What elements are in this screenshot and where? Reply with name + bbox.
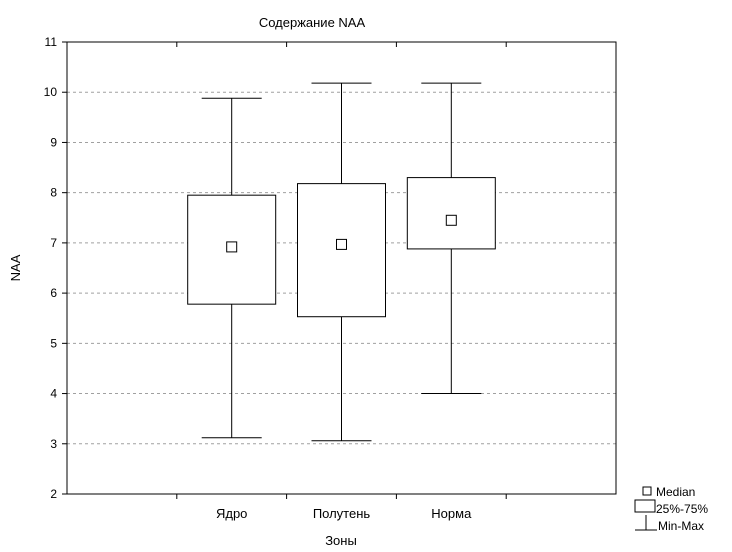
y-axis-label: NAA	[8, 254, 23, 281]
y-tick-label: 6	[50, 286, 57, 300]
box-2	[297, 82, 386, 442]
legend-whisker-icon	[635, 515, 657, 531]
y-tick-label: 11	[45, 35, 58, 49]
median-marker	[226, 241, 238, 253]
y-tick-label: 5	[50, 336, 57, 350]
axes: 2 3 4 5 6 7 8 9 10 11 Ядро Полутень Норма	[44, 35, 507, 521]
grid-lines	[67, 91, 616, 445]
legend-box-icon	[634, 499, 656, 513]
legend-whisker-label: Min-Max	[658, 519, 704, 533]
y-tick-label: 9	[50, 135, 57, 149]
y-tick-label: 7	[50, 236, 57, 250]
box-3	[406, 82, 496, 395]
boxes	[187, 82, 496, 442]
iqr-box	[297, 183, 386, 318]
legend-box-label: 25%-75%	[656, 502, 708, 516]
y-tick-label: 4	[50, 387, 57, 401]
x-category-label: Полутень	[313, 506, 371, 521]
box-1	[187, 97, 277, 439]
legend-median-label: Median	[656, 485, 695, 499]
x-axis-label: Зоны	[325, 533, 357, 548]
x-category-label: Ядро	[216, 506, 247, 521]
y-tick-label: 3	[50, 437, 57, 451]
legend-median-icon	[642, 486, 652, 496]
chart-title: Содержание NAA	[259, 15, 366, 30]
x-category-label: Норма	[431, 506, 472, 521]
plot-frame	[66, 41, 617, 495]
legend: Median 25%-75% Min-Max	[634, 485, 708, 533]
median-marker	[445, 214, 457, 226]
y-tick-label: 2	[50, 487, 57, 501]
median-marker	[336, 238, 347, 250]
iqr-box	[406, 177, 496, 250]
y-tick-label: 8	[50, 186, 57, 200]
y-tick-label: 10	[44, 85, 58, 99]
